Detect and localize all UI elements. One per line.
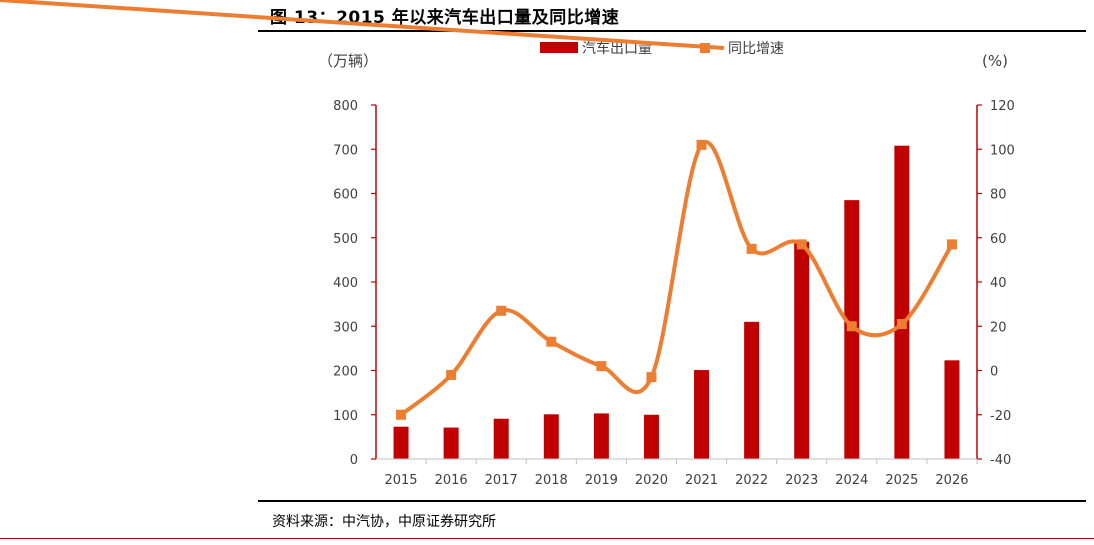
right-tick-label: 0 [990, 365, 998, 380]
line-marker [546, 336, 557, 347]
line-marker [396, 409, 407, 420]
left-tick-label: 500 [333, 232, 358, 247]
x-tick-label: 2021 [685, 473, 718, 488]
x-tick-label: 2019 [585, 473, 618, 488]
x-tick-label: 2025 [885, 473, 918, 488]
right-tick-label: 20 [990, 320, 1007, 335]
left-axis-ticks: 0 100 200 300 400 500 600 700 800 [333, 99, 358, 468]
right-tick-label: 80 [990, 188, 1007, 203]
legend-line-label: 同比增速 [728, 41, 784, 57]
line-marker [896, 319, 907, 330]
x-axis-ticks: 2015 2016 2017 2018 2019 2020 2021 2022 2023 2024… [384, 473, 968, 488]
left-axis-unit: （万辆） [318, 52, 378, 70]
bar [543, 414, 559, 459]
right-tick-label: 40 [990, 276, 1007, 291]
growth-line-path [399, 140, 954, 417]
left-tick-label: 400 [333, 276, 358, 291]
left-tick-label: 800 [333, 99, 358, 114]
top-rule [258, 30, 1086, 32]
line-marker [796, 239, 807, 250]
left-tick-label: 100 [333, 409, 358, 424]
legend-line-marker [700, 43, 710, 53]
line-marker [646, 372, 657, 383]
right-tick-label: 120 [990, 99, 1015, 114]
line-marker [596, 361, 607, 372]
axes [371, 104, 982, 464]
x-tick-label: 2024 [835, 473, 868, 488]
bar [744, 321, 760, 459]
left-tick-label: 0 [350, 453, 358, 468]
legend-bar-swatch [540, 42, 578, 53]
footer-red-line [0, 538, 1094, 539]
x-tick-label: 2018 [535, 473, 568, 488]
left-tick-label: 200 [333, 365, 358, 380]
line-marker [496, 305, 507, 316]
x-tick-label: 2023 [785, 473, 818, 488]
legend: 汽车出口量 同比增速 [0, 0, 784, 57]
left-tick-label: 700 [333, 143, 358, 158]
line-marker [846, 321, 857, 332]
x-tick-label: 2017 [485, 473, 518, 488]
x-tick-label: 2022 [735, 473, 768, 488]
bar [493, 418, 509, 459]
bar [443, 427, 459, 459]
right-axis-ticks: -40 -20 0 20 40 60 80 100 120 [990, 99, 1015, 468]
right-tick-label: 60 [990, 232, 1007, 247]
legend-line-swatch [0, 0, 725, 50]
line-marker [746, 243, 757, 254]
right-axis-unit: (%) [982, 52, 1008, 70]
left-tick-label: 600 [333, 188, 358, 203]
x-tick-label: 2016 [435, 473, 468, 488]
growth-line [396, 139, 957, 420]
bottom-rule [258, 500, 1086, 502]
legend-bar-label: 汽车出口量 [582, 40, 652, 57]
right-tick-label: 100 [990, 143, 1015, 158]
left-tick-label: 300 [333, 320, 358, 335]
bar [694, 370, 710, 459]
right-tick-label: -20 [990, 409, 1011, 424]
bars [393, 145, 960, 459]
bar [794, 241, 810, 459]
source-note: 资料来源：中汽协，中原证券研究所 [272, 514, 496, 530]
bar [393, 426, 409, 459]
bar [643, 414, 659, 459]
x-tick-label: 2015 [384, 473, 417, 488]
bar [944, 360, 960, 459]
bar [894, 145, 910, 459]
x-tick-label: 2026 [935, 473, 968, 488]
x-tick-label: 2020 [635, 473, 668, 488]
bar [593, 413, 609, 459]
line-marker [446, 369, 457, 380]
right-tick-label: -40 [990, 453, 1011, 468]
line-marker [946, 239, 957, 250]
line-marker [696, 139, 707, 150]
